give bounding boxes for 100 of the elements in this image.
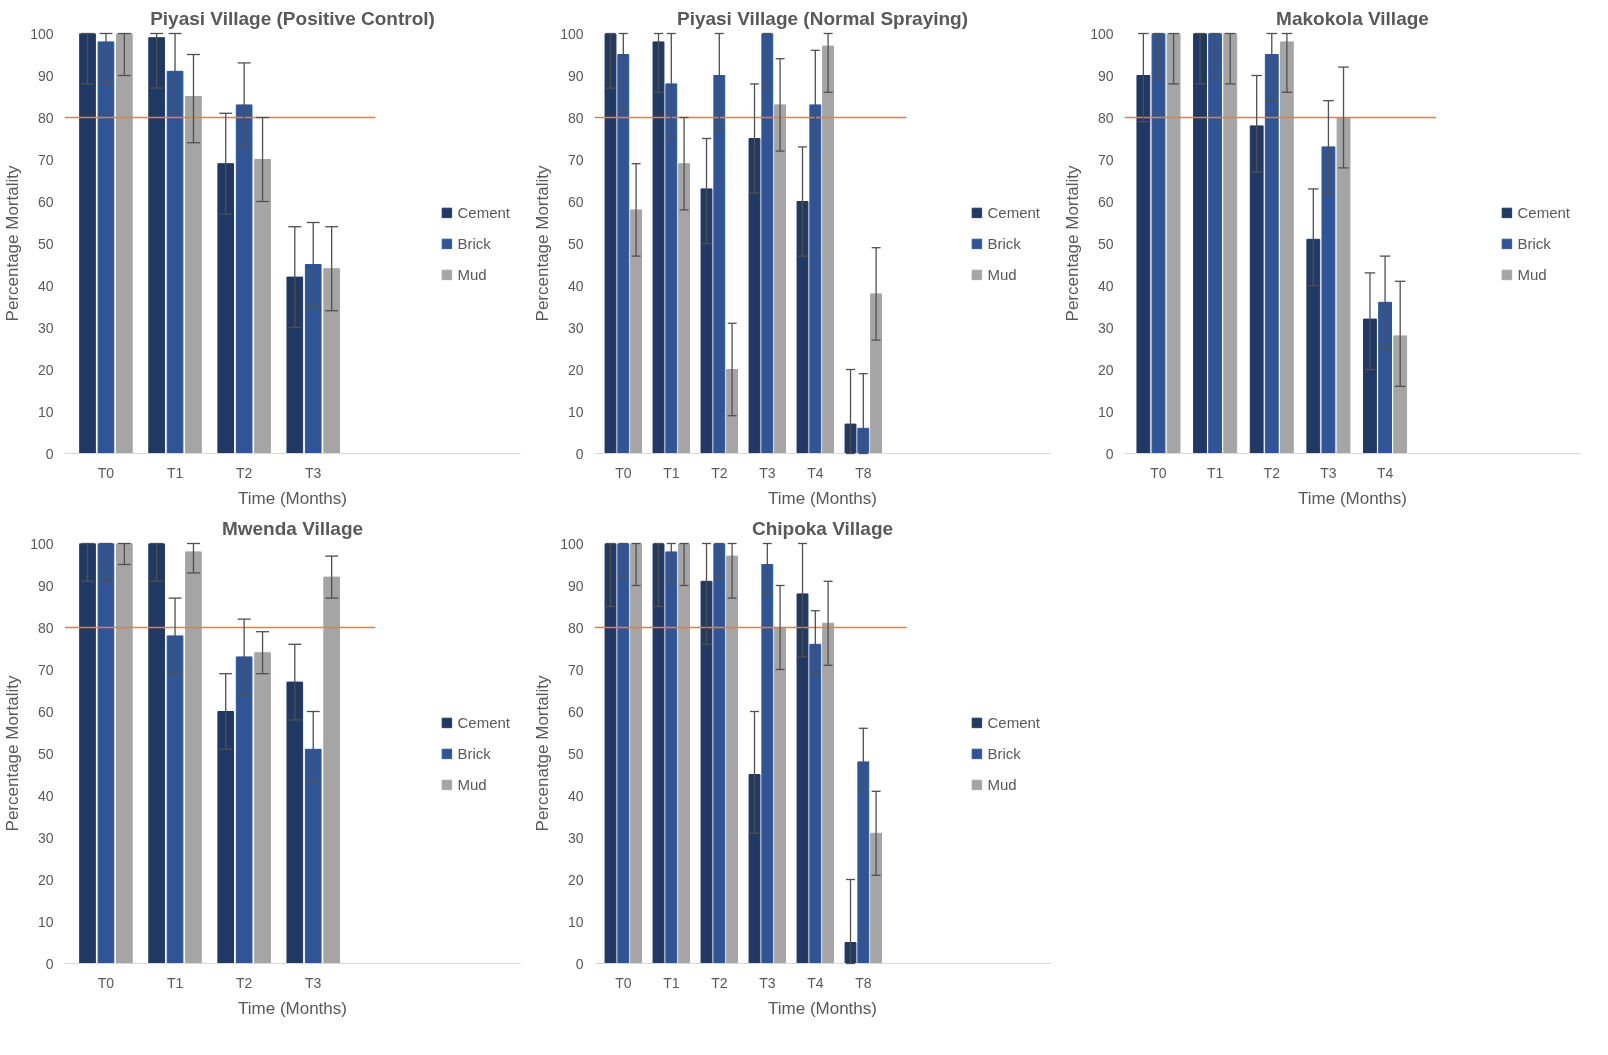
legend-label: Cement	[457, 713, 510, 731]
y-tick-label: 10	[37, 913, 54, 930]
x-axis-title: Time (Months)	[768, 998, 877, 1018]
x-tick-label: T1	[166, 974, 184, 991]
y-tick-label: 60	[37, 193, 54, 210]
x-tick-label: T1	[663, 974, 680, 991]
x-tick-label: T3	[1320, 464, 1337, 481]
x-axis-title: Time (Months)	[238, 488, 347, 508]
chart-title: Piyasi Village (Normal Spraying)	[676, 7, 969, 29]
legend-label: Mud	[457, 265, 487, 283]
x-tick-label: T8	[855, 974, 872, 991]
y-axis-title: Percentage Mortality	[533, 165, 553, 322]
x-tick-label: T8	[855, 464, 872, 481]
y-tick-label: 20	[567, 361, 584, 378]
y-tick-label: 0	[45, 445, 54, 462]
x-tick-label: T0	[97, 464, 115, 481]
x-tick-label: T1	[166, 464, 184, 481]
y-tick-label: 30	[567, 829, 584, 846]
y-tick-label: 90	[567, 577, 584, 594]
chart-title: Piyasi Village (Positive Control)	[150, 7, 435, 29]
y-tick-label: 50	[567, 745, 584, 762]
x-tick-label: T0	[615, 974, 632, 991]
y-tick-label: 70	[37, 151, 54, 168]
y-tick-label: 20	[37, 361, 54, 378]
y-axis-title: Percentage Mortality	[1063, 165, 1083, 322]
legend-label: Brick	[457, 234, 491, 252]
y-tick-label: 50	[37, 235, 54, 252]
y-tick-label: 30	[37, 319, 54, 336]
x-axis-title: Time (Months)	[768, 488, 877, 508]
y-tick-label: 50	[37, 745, 54, 762]
x-tick-label: T1	[663, 464, 680, 481]
x-tick-label: T0	[97, 974, 115, 991]
legend-label: Cement	[1517, 203, 1570, 221]
legend-label: Mud	[987, 775, 1017, 793]
y-tick-label: 20	[567, 871, 584, 888]
y-tick-label: 40	[37, 787, 54, 804]
x-tick-label: T2	[235, 464, 253, 481]
x-tick-label: T3	[759, 974, 776, 991]
y-tick-label: 100	[30, 25, 54, 42]
y-tick-label: 40	[1097, 277, 1114, 294]
y-tick-label: 60	[567, 193, 584, 210]
x-tick-label: T3	[759, 464, 776, 481]
y-tick-label: 10	[567, 403, 584, 420]
y-tick-label: 80	[37, 619, 54, 636]
y-tick-label: 40	[37, 277, 54, 294]
y-tick-label: 30	[567, 319, 584, 336]
y-tick-label: 70	[1097, 151, 1114, 168]
y-tick-label: 60	[567, 703, 584, 720]
legend-label: Brick	[457, 744, 491, 762]
x-tick-label: T0	[1150, 464, 1167, 481]
y-tick-label: 100	[30, 535, 54, 552]
legend-label: Mud	[1517, 265, 1547, 283]
legend-label: Cement	[987, 713, 1040, 731]
y-tick-label: 10	[567, 913, 584, 930]
y-tick-label: 10	[1097, 403, 1114, 420]
x-tick-label: T4	[1376, 464, 1394, 481]
chart-title: Chipoka Village	[751, 517, 894, 539]
x-tick-label: T2	[235, 974, 253, 991]
x-tick-label: T3	[305, 974, 322, 991]
legend-label: Mud	[457, 775, 487, 793]
y-tick-label: 100	[1090, 25, 1114, 42]
y-tick-label: 70	[37, 661, 54, 678]
x-tick-label: T2	[711, 464, 728, 481]
x-tick-label: T4	[807, 464, 824, 481]
legend-label: Mud	[987, 265, 1017, 283]
y-axis-title: Percentage Mortality	[3, 675, 23, 832]
legend-label: Brick	[1517, 234, 1551, 252]
y-tick-label: 0	[575, 955, 584, 972]
x-tick-label: T1	[1206, 464, 1224, 481]
y-tick-label: 60	[37, 703, 54, 720]
y-tick-label: 20	[1097, 361, 1114, 378]
y-tick-label: 50	[1097, 235, 1114, 252]
y-tick-label: 90	[1097, 67, 1114, 84]
y-tick-label: 70	[567, 151, 584, 168]
x-tick-label: T4	[807, 974, 824, 991]
x-tick-label: T3	[305, 464, 322, 481]
y-tick-label: 50	[567, 235, 584, 252]
y-tick-label: 90	[37, 67, 54, 84]
x-tick-label: T0	[615, 464, 632, 481]
x-tick-label: T2	[711, 974, 728, 991]
x-tick-label: T2	[1263, 464, 1281, 481]
legend-label: Brick	[987, 234, 1021, 252]
y-tick-label: 60	[1097, 193, 1114, 210]
y-axis-title: Percentage Mortality	[3, 165, 23, 322]
y-tick-label: 30	[37, 829, 54, 846]
y-tick-label: 20	[37, 871, 54, 888]
y-tick-label: 40	[567, 787, 584, 804]
y-tick-label: 0	[45, 955, 54, 972]
y-tick-label: 70	[567, 661, 584, 678]
y-tick-label: 80	[1097, 109, 1114, 126]
y-tick-label: 90	[567, 67, 584, 84]
y-tick-label: 30	[1097, 319, 1114, 336]
y-tick-label: 0	[575, 445, 584, 462]
y-tick-label: 10	[37, 403, 54, 420]
y-tick-label: 80	[567, 619, 584, 636]
legend-label: Cement	[987, 203, 1040, 221]
y-tick-label: 80	[567, 109, 584, 126]
legend-label: Brick	[987, 744, 1021, 762]
y-tick-label: 80	[37, 109, 54, 126]
y-tick-label: 100	[560, 535, 584, 552]
